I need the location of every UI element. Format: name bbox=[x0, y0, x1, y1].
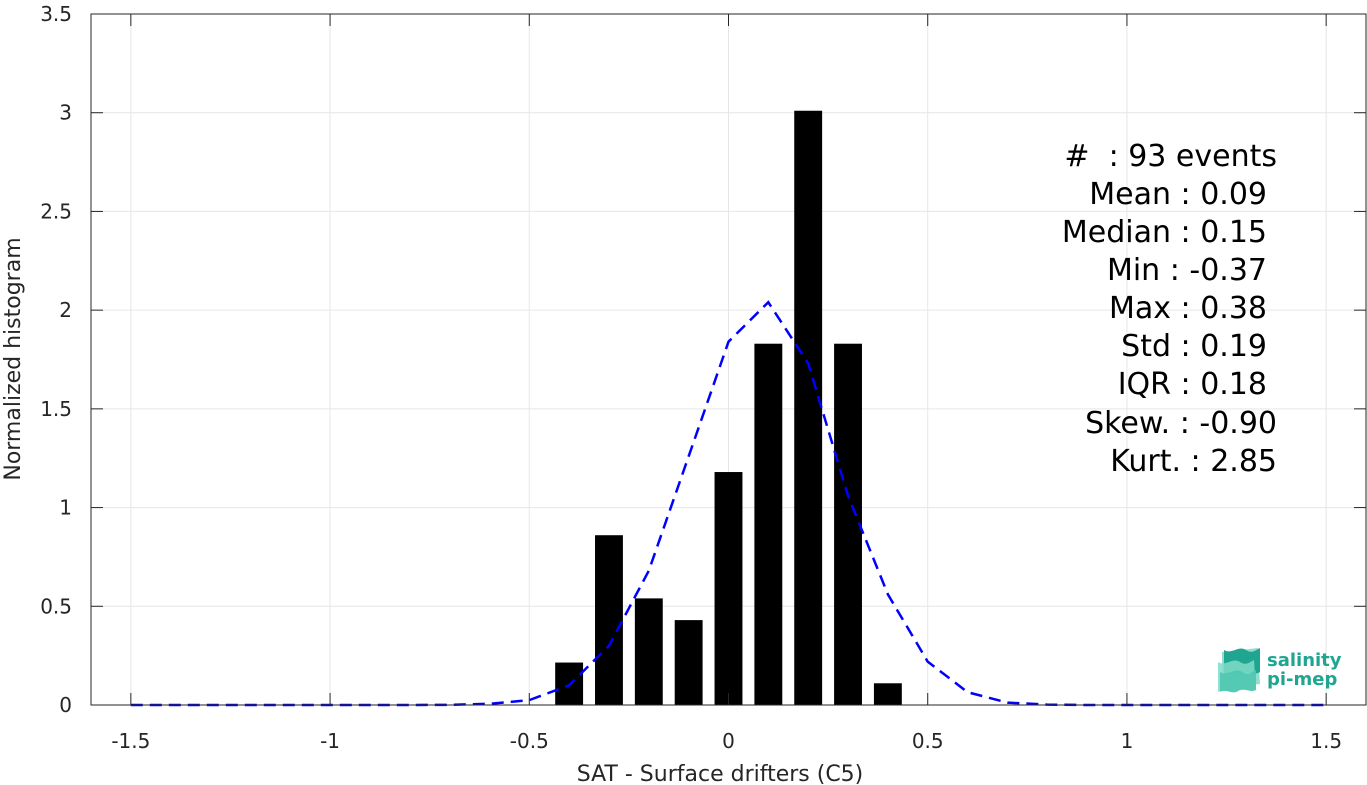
y-tick-label: 3 bbox=[59, 101, 72, 125]
stats-box: # : 93 events Mean : 0.09 Median : 0.15 … bbox=[1062, 139, 1277, 479]
y-axis-title: Normalized histogram bbox=[1, 237, 26, 480]
y-tick-label: 2.5 bbox=[40, 199, 72, 223]
y-tick-label: 0 bbox=[59, 693, 72, 717]
y-tick-label: 3.5 bbox=[40, 2, 72, 26]
x-axis-title: SAT - Surface drifters (C5) bbox=[577, 762, 864, 785]
histogram-bar bbox=[714, 472, 743, 705]
histogram-bar bbox=[674, 620, 703, 705]
histogram-bar bbox=[834, 343, 862, 705]
grid-lines bbox=[91, 13, 1366, 706]
histogram-bar bbox=[794, 110, 823, 706]
y-tick-label: 1.5 bbox=[40, 397, 72, 421]
stats-mean: Mean : 0.09 bbox=[1089, 177, 1267, 212]
salinity-pimep-logo: salinity pi-mep bbox=[1218, 648, 1342, 693]
x-tick-label: 1 bbox=[1121, 729, 1134, 753]
histogram-bar bbox=[873, 683, 902, 705]
histogram-bars bbox=[555, 110, 902, 706]
x-tick-label: 0 bbox=[722, 729, 735, 753]
stats-count: # : 93 events bbox=[1064, 139, 1277, 174]
y-tick-label: 1 bbox=[59, 496, 72, 520]
histogram-bar bbox=[634, 598, 663, 705]
stats-max: Max : 0.38 bbox=[1109, 291, 1267, 326]
x-tick-label: -1 bbox=[320, 729, 340, 753]
histogram-bar bbox=[754, 343, 783, 705]
y-tick-label: 0.5 bbox=[40, 594, 72, 618]
stats-min: Min : -0.37 bbox=[1107, 253, 1267, 288]
x-tick-label: -0.5 bbox=[510, 729, 549, 753]
logo-waves-icon bbox=[1218, 648, 1260, 693]
stats-kurt: Kurt. : 2.85 bbox=[1110, 444, 1277, 479]
logo-line2: pi-mep bbox=[1267, 669, 1337, 690]
x-tick-label: 0.5 bbox=[912, 729, 944, 753]
stats-iqr: IQR : 0.18 bbox=[1118, 367, 1267, 402]
x-tick-label: 1.5 bbox=[1310, 729, 1342, 753]
histogram-bar bbox=[595, 535, 623, 705]
y-tick-label: 2 bbox=[59, 298, 72, 322]
stats-median: Median : 0.15 bbox=[1062, 215, 1267, 250]
axis-ticks: -1.5 -1 -0.5 0 0.5 1 1.5 0 0.5 1 1.5 2 2.5 3 3.5 bbox=[40, 2, 1366, 753]
stats-skew: Skew. : -0.90 bbox=[1085, 406, 1277, 441]
stats-std: Std : 0.19 bbox=[1121, 329, 1267, 364]
logo-line1: salinity bbox=[1267, 650, 1342, 671]
x-tick-label: -1.5 bbox=[111, 729, 150, 753]
